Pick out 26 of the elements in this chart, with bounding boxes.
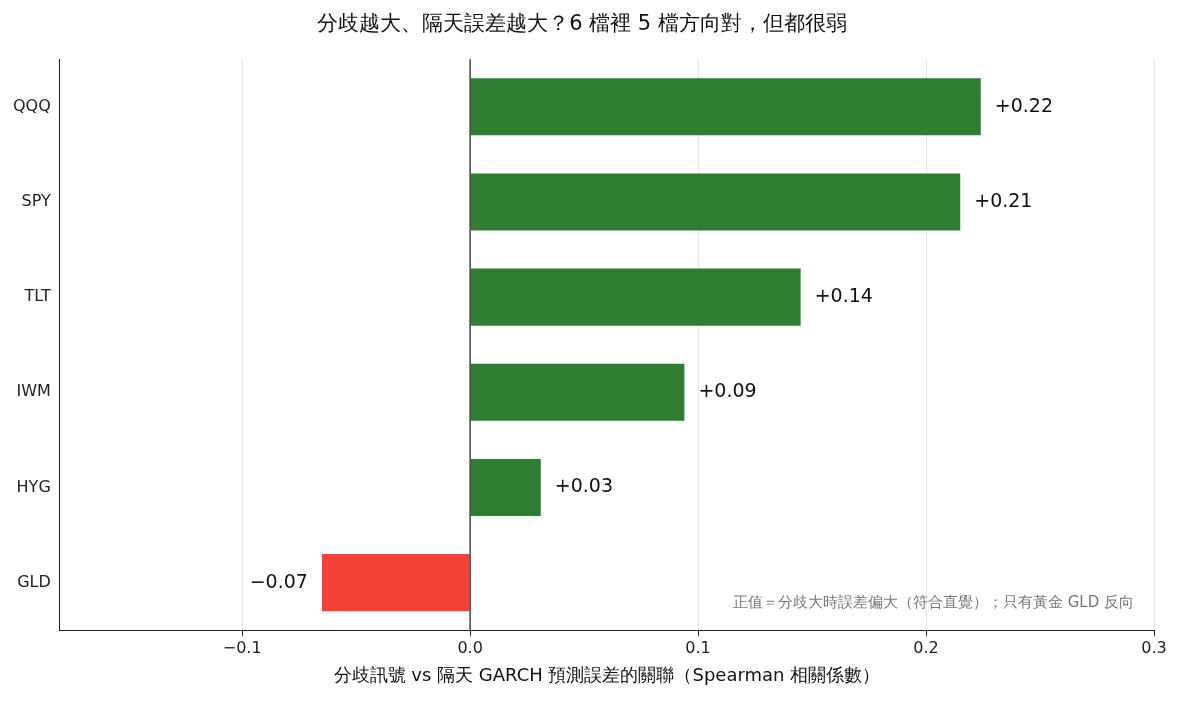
bar (470, 173, 961, 231)
data-label: +0.09 (698, 379, 757, 402)
x-tick-label: 0.1 (685, 637, 711, 657)
x-tick-label: −0.1 (222, 637, 262, 657)
annotation: 正值＝分歧大時誤差偏大（符合直覺）；只有黃金 GLD 反向 (732, 592, 1134, 611)
y-tick-label: QQQ (13, 95, 51, 115)
y-tick-label: SPY (21, 191, 51, 211)
x-tick-label: 0.2 (913, 637, 939, 657)
y-tick-label: IWM (16, 381, 51, 401)
bar (321, 554, 470, 612)
bar (470, 78, 981, 136)
data-label: +0.03 (554, 474, 614, 497)
data-label: +0.14 (814, 284, 873, 307)
y-tick-label: GLD (17, 571, 51, 591)
x-axis-title: 分歧訊號 vs 隔天 GARCH 預測誤差的關聯（Spearman 相關係數） (333, 663, 881, 685)
x-tick-label: 0.3 (1141, 637, 1167, 657)
y-tick-label: HYG (16, 476, 51, 496)
y-tick-label: TLT (23, 286, 51, 306)
bar (470, 458, 541, 516)
x-tick-label: 0.0 (457, 637, 483, 657)
chart-title: 分歧越大、隔天誤差越大？6 檔裡 5 檔方向對，但都很弱 (317, 11, 847, 36)
bar (470, 363, 685, 421)
data-label: −0.07 (249, 569, 308, 592)
bar (470, 268, 801, 326)
data-label: +0.21 (974, 188, 1033, 211)
data-label: +0.22 (994, 93, 1053, 116)
